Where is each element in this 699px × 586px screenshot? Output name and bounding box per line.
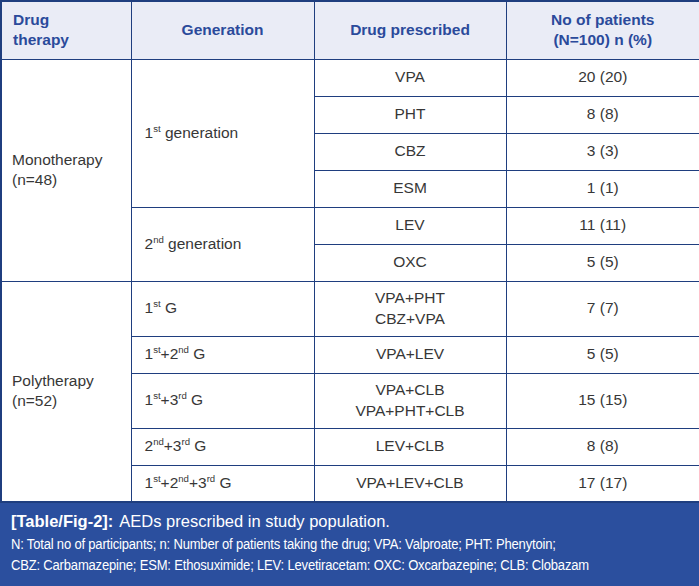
patients-cell: 11 (11) [506,207,699,244]
patients-cell: 8 (8) [506,428,699,465]
drug-cell: LEV+CLB [314,428,506,465]
generation-cell: 1st G [131,281,314,336]
therapy-cell-polytherapy: Polytherapy (n=52) [1,281,131,502]
drug-cell: VPA+PHT CBZ+VPA [314,281,506,336]
abbreviation-note-line-1: N: Total no of participants; n: Number o… [11,534,688,555]
patients-cell: 20 (20) [506,59,699,96]
drug-cell: PHT [314,96,506,133]
patients-cell: 15 (15) [506,373,699,428]
patients-cell: 8 (8) [506,96,699,133]
drug-cell: OXC [314,244,506,281]
caption-bar: [Table/Fig-2]: AEDs prescribed in study p… [0,503,699,586]
caption-label: [Table/Fig-2]: [11,512,113,530]
generation-cell: 1st+3rd G [131,373,314,428]
table-row: Polytherapy (n=52) 1st G VPA+PHT CBZ+VPA… [1,281,699,336]
drug-cell: VPA+LEV [314,336,506,373]
col-header-drug-prescribed: Drug prescribed [314,1,506,59]
patients-cell: 1 (1) [506,170,699,207]
table-figure: Drug therapy Generation Drug prescribed … [0,0,699,586]
header-row: Drug therapy Generation Drug prescribed … [1,1,699,59]
drug-cell: CBZ [314,133,506,170]
patients-cell: 5 (5) [506,244,699,281]
drug-cell: VPA+LEV+CLB [314,465,506,502]
drug-cell: ESM [314,170,506,207]
therapy-cell-monotherapy: Monotherapy (n=48) [1,59,131,281]
patients-cell: 5 (5) [506,336,699,373]
generation-cell: 1st+2nd G [131,336,314,373]
figure-caption: [Table/Fig-2]: AEDs prescribed in study p… [11,510,688,534]
caption-text: AEDs prescribed in study population. [119,512,390,530]
col-header-drug-therapy: Drug therapy [1,1,131,59]
generation-cell: 1st+2nd+3rd G [131,465,314,502]
drug-cell: VPA [314,59,506,96]
col-header-no-of-patients: No of patients (N=100) n (%) [506,1,699,59]
table-row: Monotherapy (n=48) 1st generation VPA 20… [1,59,699,96]
drug-cell: VPA+CLB VPA+PHT+CLB [314,373,506,428]
drug-cell: LEV [314,207,506,244]
patients-cell: 3 (3) [506,133,699,170]
generation-cell: 2nd+3rd G [131,428,314,465]
generation-cell: 1st generation [131,59,314,207]
aed-prescription-table: Drug therapy Generation Drug prescribed … [0,0,699,503]
col-header-generation: Generation [131,1,314,59]
patients-cell: 7 (7) [506,281,699,336]
patients-cell: 17 (17) [506,465,699,502]
generation-cell: 2nd generation [131,207,314,281]
abbreviation-note-line-2: CBZ: Carbamazepine; ESM: Ethosuximide; L… [11,555,688,576]
